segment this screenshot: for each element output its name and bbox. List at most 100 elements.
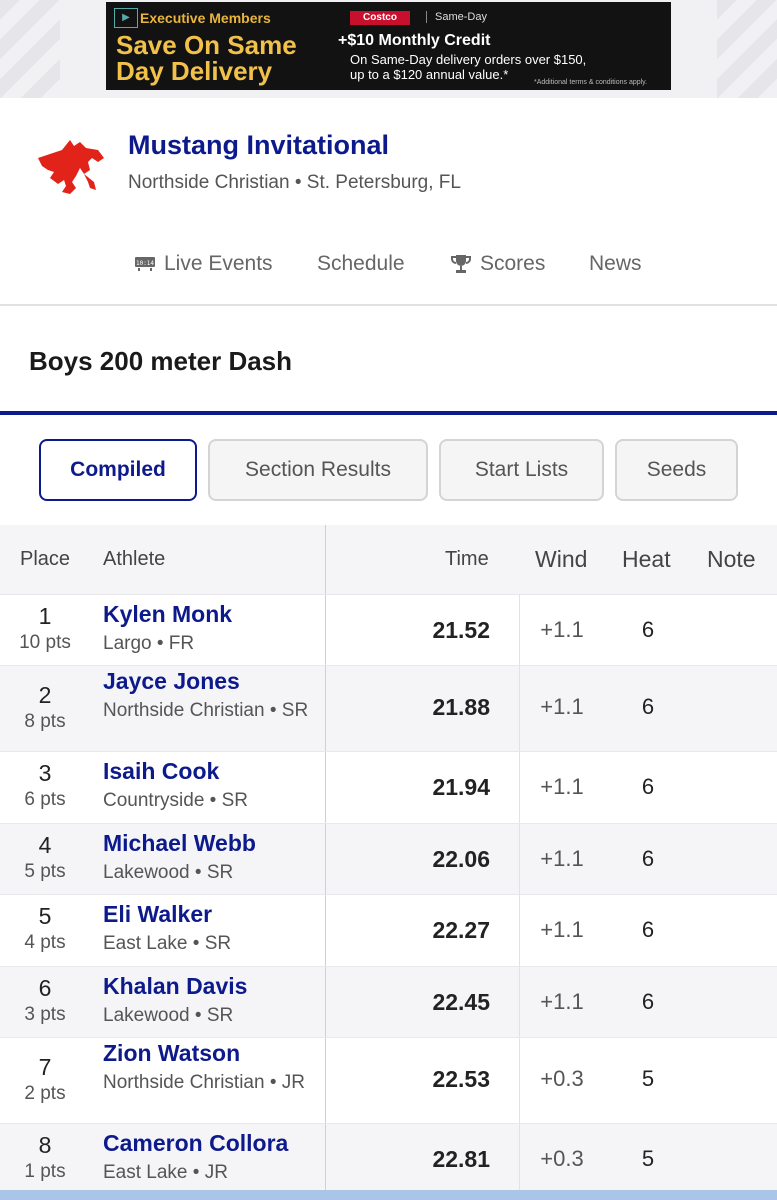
athlete-team: Countryside • SR — [103, 790, 248, 811]
heat-value: 5 — [641, 1146, 655, 1171]
table-row[interactable]: 7 2 pts Zion Watson Northside Christian … — [0, 1037, 777, 1123]
mustang-logo-icon — [38, 140, 104, 194]
heat-value: 6 — [641, 617, 655, 642]
meet-nav: 10:14 Live Events Schedule Scores News — [0, 252, 777, 282]
meet-title[interactable]: Mustang Invitational — [128, 130, 390, 160]
wind-value: +1.1 — [540, 917, 584, 942]
heat-value: 6 — [641, 774, 655, 799]
athlete-cell: Isaih Cook Countryside • SR — [103, 758, 313, 813]
athlete-cell: Khalan Davis Lakewood • SR — [103, 973, 313, 1028]
place-cell: 1 10 pts — [0, 603, 90, 654]
tab-seeds[interactable]: Seeds — [615, 439, 738, 501]
place-cell: 3 6 pts — [0, 760, 90, 811]
wind-value: +0.3 — [540, 1146, 584, 1171]
athlete-team: East Lake • SR — [103, 933, 232, 954]
athlete-name-link[interactable]: Zion Watson — [103, 1040, 241, 1066]
place-cell: 6 3 pts — [0, 975, 90, 1026]
athlete-name-link[interactable]: Khalan Davis — [103, 973, 248, 999]
athlete-cell: Jayce Jones Northside Christian • SR — [103, 668, 313, 723]
athlete-name-link[interactable]: Isaih Cook — [103, 758, 220, 784]
table-row[interactable]: 1 10 pts Kylen Monk Largo • FR 21.52 +1.… — [0, 594, 777, 665]
nav-news[interactable]: News — [589, 252, 642, 276]
nav-schedule[interactable]: Schedule — [317, 252, 405, 276]
place-number: 4 — [38, 832, 52, 858]
athlete-name-link[interactable]: Cameron Collora — [103, 1130, 289, 1156]
background-pattern — [717, 0, 777, 98]
table-row[interactable]: 8 1 pts Cameron Collora East Lake • JR 2… — [0, 1123, 777, 1196]
ad-headline-1: Save On Same — [116, 30, 297, 60]
divider — [0, 304, 777, 306]
background-pattern — [0, 0, 60, 98]
header-time[interactable]: Time — [445, 548, 489, 570]
heat-value: 6 — [641, 694, 655, 719]
place-number: 5 — [38, 903, 52, 929]
athlete-name-link[interactable]: Eli Walker — [103, 901, 213, 927]
table-row[interactable]: 6 3 pts Khalan Davis Lakewood • SR 22.45… — [0, 966, 777, 1037]
wind-value: +1.1 — [540, 774, 584, 799]
athlete-team: East Lake • JR — [103, 1162, 228, 1183]
header-wind[interactable]: Wind — [535, 546, 588, 572]
header-place[interactable]: Place — [20, 548, 71, 570]
table-row[interactable]: 5 4 pts Eli Walker East Lake • SR 22.27 … — [0, 894, 777, 966]
ad-area: ▶ Executive Members Save On Same Day Del… — [0, 0, 777, 98]
table-row[interactable]: 3 6 pts Isaih Cook Countryside • SR 21.9… — [0, 751, 777, 823]
column-divider — [325, 525, 326, 594]
nav-schedule-label: Schedule — [317, 252, 405, 275]
place-cell: 5 4 pts — [0, 903, 90, 954]
place-points: 8 pts — [24, 711, 66, 732]
place-points: 6 pts — [24, 789, 66, 810]
header-note[interactable]: Note — [707, 546, 756, 572]
nav-scores[interactable]: Scores — [450, 252, 545, 276]
wind-value: +1.1 — [540, 846, 584, 871]
ad-play-icon[interactable]: ▶ — [114, 8, 138, 28]
place-number: 3 — [38, 760, 52, 786]
live-scoreboard-icon: 10:14 — [135, 257, 155, 271]
wind-value: +1.1 — [540, 617, 584, 642]
tab-section-results[interactable]: Section Results — [208, 439, 428, 501]
results-table: Place Athlete Time Wind Heat Note 1 10 p… — [0, 525, 777, 1196]
place-points: 1 pts — [24, 1161, 66, 1182]
time-value: 21.88 — [432, 694, 490, 720]
athlete-cell: Eli Walker East Lake • SR — [103, 901, 313, 956]
place-points: 3 pts — [24, 1004, 66, 1025]
heat-value: 6 — [641, 846, 655, 871]
athlete-team: Northside Christian • JR — [103, 1072, 305, 1093]
athlete-name-link[interactable]: Michael Webb — [103, 830, 256, 856]
nav-scores-label: Scores — [480, 252, 546, 275]
wind-value: +1.1 — [540, 694, 584, 719]
nav-live-events[interactable]: 10:14 Live Events — [134, 252, 273, 276]
athlete-name-link[interactable]: Kylen Monk — [103, 601, 233, 627]
place-cell: 8 1 pts — [0, 1132, 90, 1183]
table-row[interactable]: 4 5 pts Michael Webb Lakewood • SR 22.06… — [0, 823, 777, 894]
header-heat[interactable]: Heat — [622, 546, 671, 572]
heat-value: 6 — [641, 989, 655, 1014]
place-points: 4 pts — [24, 932, 66, 953]
ad-fine-print-3: *Additional terms & conditions apply. — [534, 79, 648, 86]
time-value: 22.81 — [432, 1146, 490, 1172]
ad-credit: +$10 Monthly Credit — [338, 32, 491, 49]
place-number: 8 — [38, 1132, 52, 1158]
nav-live-events-label: Live Events — [164, 252, 273, 275]
ad-fine-print-2: up to a $120 annual value.* — [350, 67, 509, 82]
place-number: 1 — [38, 603, 52, 629]
time-value: 22.27 — [432, 917, 490, 943]
athlete-name-link[interactable]: Jayce Jones — [103, 668, 240, 694]
place-number: 6 — [38, 975, 52, 1001]
athlete-cell: Kylen Monk Largo • FR — [103, 601, 313, 656]
tab-compiled[interactable]: Compiled — [39, 439, 197, 501]
ad-banner[interactable]: ▶ Executive Members Save On Same Day Del… — [106, 2, 671, 90]
place-cell: 4 5 pts — [0, 832, 90, 883]
meet-subtitle: Northside Christian • St. Petersburg, FL — [128, 172, 461, 193]
trophy-icon — [451, 255, 471, 273]
place-cell: 7 2 pts — [0, 1054, 90, 1105]
table-row[interactable]: 2 8 pts Jayce Jones Northside Christian … — [0, 665, 777, 751]
bottom-bar — [0, 1190, 777, 1200]
tab-start-lists[interactable]: Start Lists — [439, 439, 604, 501]
header-athlete[interactable]: Athlete — [103, 548, 166, 570]
ad-service: Same-Day — [426, 11, 487, 23]
athlete-cell: Michael Webb Lakewood • SR — [103, 830, 313, 885]
athlete-team: Lakewood • SR — [103, 862, 234, 883]
place-cell: 2 8 pts — [0, 682, 90, 733]
ad-brand-logo: Costco — [350, 11, 410, 25]
time-value: 21.94 — [432, 774, 490, 800]
